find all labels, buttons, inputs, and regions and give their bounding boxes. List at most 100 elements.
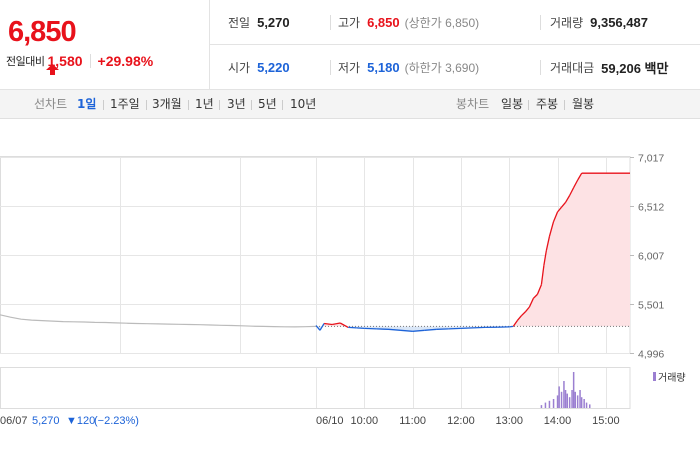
price-summary: 6,850 전일대비 1,580 +29.98% 전일 5,270 고가 6,8… xyxy=(0,0,700,90)
today-price-segment xyxy=(520,311,526,317)
volume-bar xyxy=(566,393,568,408)
today-price-segment xyxy=(540,265,545,285)
period-1y-tab[interactable]: 1년 xyxy=(195,97,214,111)
stat-label: 거래대금 xyxy=(550,61,595,75)
today-price-segment xyxy=(528,298,534,308)
change-rate: +29.98% xyxy=(97,53,154,69)
volume-frame xyxy=(0,367,631,409)
previous-change-label: ▼120 xyxy=(66,415,95,427)
today-price-segment xyxy=(524,306,530,313)
stat-volume: 거래량 9,356,487 xyxy=(550,0,648,45)
volume-bar xyxy=(552,399,555,408)
today-price-segment xyxy=(460,327,474,330)
today-price-segment xyxy=(516,315,522,322)
today-price-segment xyxy=(348,326,357,329)
current-price: 6,850 xyxy=(8,16,77,48)
price-chart-svg: 7,017 6,512 6,007 5,501 4,996 거래량 06/07 5,270 ▼1… xyxy=(0,153,686,427)
candle-weekly-tab[interactable]: 주봉 xyxy=(536,97,559,111)
divider xyxy=(330,15,331,30)
period-1w-tab[interactable]: 1주일 xyxy=(110,97,140,111)
volume-bar xyxy=(579,390,581,408)
stat-value: 5,180 xyxy=(367,60,400,75)
x-time-tick-label: 12:00 xyxy=(447,415,475,427)
volume-bar xyxy=(574,391,576,408)
x-time-tick-label: 15:00 xyxy=(592,415,620,427)
stat-open: 시가 5,220 xyxy=(228,45,290,90)
divider xyxy=(540,60,541,75)
volume-bar xyxy=(548,400,551,408)
y-tick-label: 4,996 xyxy=(638,349,664,361)
price-box: 6,850 전일대비 1,580 +29.98% xyxy=(0,0,210,90)
stat-sub: (하한가 3,690) xyxy=(404,61,480,75)
candle-monthly-tab[interactable]: 월봉 xyxy=(572,97,595,111)
divider xyxy=(188,100,189,110)
stat-value: 5,220 xyxy=(257,60,290,75)
y-tick-label: 6,512 xyxy=(638,202,664,214)
stat-label: 거래량 xyxy=(550,16,584,30)
today-price-segment xyxy=(512,320,518,327)
divider xyxy=(282,100,283,110)
today-price-segment xyxy=(561,201,567,208)
period-3y-tab[interactable]: 3년 xyxy=(227,97,246,111)
x-time-tick-label: 13:00 xyxy=(495,415,523,427)
stat-value: 9,356,487 xyxy=(590,15,648,30)
period-10y-tab[interactable]: 10년 xyxy=(290,97,317,111)
volume-bar xyxy=(560,391,563,408)
line-chart-label: 선차트 xyxy=(34,97,68,111)
stat-label: 시가 xyxy=(228,61,251,75)
today-price-segment xyxy=(552,211,559,222)
today-price-segment xyxy=(543,250,547,266)
stat-label: 고가 xyxy=(338,16,361,30)
stat-value: 5,270 xyxy=(257,15,290,30)
divider xyxy=(103,100,104,110)
x-time-tick-label: 10:00 xyxy=(351,415,379,427)
stats-row-1: 전일 5,270 고가 6,850 (상한가 6,850) 거래량 9,356,… xyxy=(210,0,700,45)
today-price-segment xyxy=(509,325,514,328)
today-price-segment xyxy=(536,284,543,295)
today-price-segment xyxy=(339,322,349,328)
x-date-label-today: 06/10 xyxy=(316,415,344,427)
today-price-segment xyxy=(400,329,413,332)
volume-legend-swatch xyxy=(653,372,656,381)
y-tick-label: 6,007 xyxy=(638,251,664,263)
divider xyxy=(330,60,331,75)
candle-daily-tab[interactable]: 일봉 xyxy=(501,97,524,111)
stat-sub: (상한가 6,850) xyxy=(404,16,480,30)
today-price-segment xyxy=(364,327,377,330)
y-tick-label: 5,501 xyxy=(638,300,664,312)
today-price-segment xyxy=(324,322,333,326)
today-price-segment xyxy=(545,236,551,251)
volume-bar xyxy=(563,381,565,408)
price-area-above-prev-close xyxy=(316,173,630,327)
volume-bar xyxy=(576,395,579,408)
change-amount: 1,580 xyxy=(47,53,83,69)
stat-trade-value: 거래대금 59,206 백만 xyxy=(550,45,668,90)
previous-change-rate-label: (−2.23%) xyxy=(94,415,139,427)
volume-bar xyxy=(583,399,585,408)
stat-label: 전일 xyxy=(228,16,251,30)
volume-bar xyxy=(556,395,559,408)
stat-low: 저가 5,180 (하한가 3,690) xyxy=(338,45,479,90)
today-price-segment xyxy=(577,172,583,181)
period-1d-tab[interactable]: 1일 xyxy=(77,97,97,111)
y-tick-label: 7,017 xyxy=(638,153,664,165)
x-date-label-previous: 06/07 xyxy=(0,415,28,427)
stat-value: 6,850 xyxy=(367,15,400,30)
previous-close-label: 5,270 xyxy=(32,415,60,427)
volume-bar xyxy=(571,390,573,408)
x-time-tick-label: 11:00 xyxy=(399,415,426,427)
volume-bar xyxy=(589,404,591,408)
volume-bar xyxy=(544,402,547,408)
period-3m-tab[interactable]: 3개월 xyxy=(152,97,182,111)
today-price-segment xyxy=(573,179,579,189)
stat-high: 고가 6,850 (상한가 6,850) xyxy=(338,0,479,45)
previous-day-price-line xyxy=(0,314,317,328)
volume-legend-label: 거래량 xyxy=(658,372,686,384)
today-price-segment xyxy=(424,328,437,331)
today-price-segment xyxy=(548,221,555,237)
x-time-tick-label: 14:00 xyxy=(544,415,572,427)
volume-bar xyxy=(585,402,588,408)
today-price-segment xyxy=(356,327,365,330)
period-5y-tab[interactable]: 5년 xyxy=(258,97,277,111)
change-label: 전일대비 xyxy=(6,55,45,68)
